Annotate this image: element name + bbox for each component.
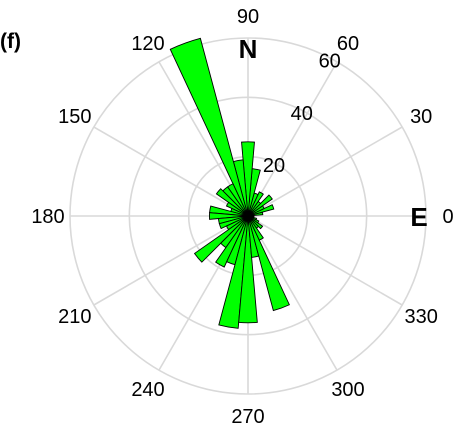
grid-spoke-210 (93, 215, 249, 306)
angle-tick-300: 300 (331, 379, 364, 401)
rose-bars (169, 37, 290, 329)
rose-bar-350 (247, 215, 255, 219)
rose-bar-140 (215, 188, 249, 217)
compass-north-label: N (239, 34, 258, 64)
radial-tick-labels: 20 40 60 (263, 50, 341, 177)
angle-tick-180: 180 (31, 206, 64, 228)
grid-ring-40 (128, 96, 368, 336)
radial-tick-60: 60 (319, 50, 341, 72)
angle-tick-60: 60 (337, 33, 359, 55)
angle-tick-0: 0 (442, 206, 453, 228)
rose-bar-290 (247, 215, 290, 312)
angle-tick-210: 210 (58, 306, 91, 328)
radial-tick-20: 20 (263, 155, 285, 177)
grid-spoke-60 (247, 61, 338, 217)
angle-tick-330: 330 (405, 306, 438, 328)
rose-bar-90 (241, 141, 255, 217)
grid-ring-60 (69, 37, 427, 395)
grid-spoke-330 (247, 215, 403, 306)
grid-spoke-300 (247, 215, 338, 371)
rose-bar-240 (215, 215, 249, 268)
grid-spoke-30 (247, 126, 403, 217)
rose-bar-110 (169, 37, 249, 217)
compass-east-label: E (410, 202, 427, 232)
rose-bar-150 (225, 201, 249, 217)
rose-bar-220 (193, 215, 249, 263)
angle-tick-240: 240 (131, 379, 164, 401)
grid-spoke-150 (93, 126, 249, 217)
angle-tick-150: 150 (58, 106, 91, 128)
rose-bar-40 (247, 194, 273, 217)
rose-bar-320 (247, 215, 264, 230)
rose-bar-270 (238, 215, 258, 324)
polar-grid (69, 37, 427, 395)
radial-tick-40: 40 (291, 103, 313, 125)
rose-bar-180 (208, 212, 249, 220)
angle-tick-270: 270 (231, 406, 264, 428)
angle-tick-120: 120 (131, 33, 164, 55)
angle-tick-30: 30 (410, 106, 432, 128)
rose-bar-260 (218, 215, 249, 329)
angle-tick-90: 90 (237, 6, 259, 28)
rose-bar-60 (247, 191, 264, 217)
panel-label: (f) (0, 30, 21, 53)
angle-tick-labels: 0 30 60 90 120 150 180 210 240 270 300 330 (31, 6, 453, 428)
